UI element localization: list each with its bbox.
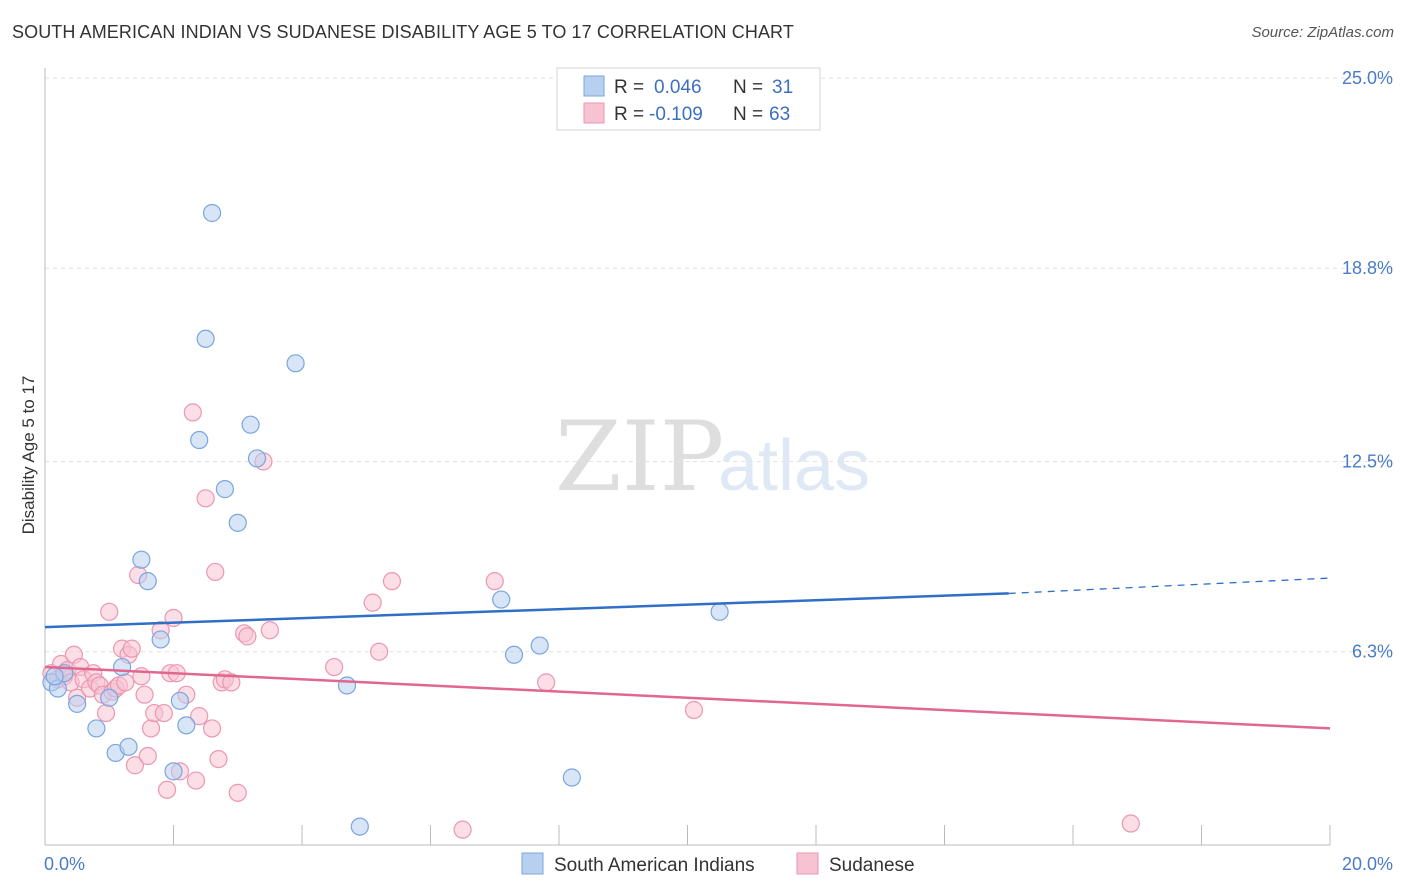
blue-point-29 <box>112 657 132 677</box>
blue-point-19 <box>241 415 260 434</box>
stats-legend: R = 0.046 N = 31 R = -0.109 N = 63 <box>556 67 821 131</box>
legend-r-label-pink: R = <box>614 104 644 125</box>
watermark-zip: ZIP <box>555 401 724 513</box>
x-tick-label-1: 20.0% <box>1342 854 1393 874</box>
blue-point-14 <box>190 430 209 450</box>
blue-point-24 <box>492 590 511 609</box>
pink-point-39 <box>183 403 202 422</box>
legend-r-label-blue: R = <box>614 77 644 98</box>
bottom-legend-swatch-pink <box>796 852 819 875</box>
trend-line-blue <box>44 592 1009 629</box>
pink-point-51 <box>238 627 257 646</box>
blue-point-11 <box>164 762 183 781</box>
legend-swatch-pink <box>583 102 605 124</box>
pink-point-15 <box>96 703 116 723</box>
blue-point-28 <box>710 602 729 621</box>
y-tick-label-3: 25.0% <box>1342 68 1393 88</box>
blue-point-30 <box>45 667 64 686</box>
blue-point-8 <box>132 550 151 569</box>
blue-point-7 <box>119 737 138 756</box>
source-label: Source: ZipAtlas.com <box>1251 24 1394 41</box>
y-tick-label-1: 12.5% <box>1342 452 1393 472</box>
pink-point-49 <box>228 783 247 802</box>
blue-point-5 <box>100 688 119 707</box>
trend-line-blue-extension <box>1008 577 1331 595</box>
legend-n-label-blue: N = <box>733 77 763 98</box>
pink-point-59 <box>485 572 504 591</box>
chart-title: SOUTH AMERICAN INDIAN VS SUDANESE DISABI… <box>12 22 794 42</box>
bottom-legend-label-pink: Sudanese <box>829 855 915 876</box>
pink-point-21 <box>116 673 135 692</box>
pink-point-62 <box>1121 814 1140 833</box>
blue-point-16 <box>202 203 222 223</box>
pink-point-58 <box>453 820 472 839</box>
legend-n-value-blue: 31 <box>772 77 793 98</box>
blue-point-21 <box>286 354 305 373</box>
y-axis-label: Disability Age 5 to 17 <box>19 376 38 535</box>
blue-point-13 <box>177 716 196 735</box>
blue-point-10 <box>151 630 170 649</box>
blue-point-25 <box>504 645 524 664</box>
y-tick-label-2: 18.8% <box>1342 258 1393 278</box>
pink-point-24 <box>125 756 145 775</box>
blue-point-17 <box>215 480 234 499</box>
pink-point-55 <box>363 593 382 612</box>
blue-point-23 <box>350 817 369 836</box>
pink-point-53 <box>260 621 279 640</box>
pink-point-44 <box>206 562 225 582</box>
blue-point-27 <box>562 768 581 787</box>
pink-point-40 <box>186 771 206 790</box>
pink-point-57 <box>382 572 402 591</box>
blue-point-22 <box>337 676 357 695</box>
legend-n-label-pink: N = <box>733 104 763 125</box>
legend-swatch-blue <box>583 75 605 97</box>
pink-point-45 <box>209 749 228 769</box>
pink-point-16 <box>100 602 119 621</box>
watermark-atlas: atlas <box>718 426 870 506</box>
pink-point-27 <box>135 685 154 704</box>
pink-point-33 <box>157 780 177 799</box>
x-tick-labels: 0.0% 20.0% <box>44 854 1393 874</box>
grid-lines <box>45 77 1392 653</box>
blue-point-3 <box>68 694 87 713</box>
pink-point-32 <box>154 703 173 723</box>
trend-lines <box>44 577 1331 730</box>
bottom-legend-label-blue: South American Indians <box>554 855 755 876</box>
blue-point-18 <box>228 513 247 532</box>
blue-point-4 <box>87 719 106 738</box>
x-tick-label-0: 0.0% <box>44 854 85 874</box>
south-american-indian-points <box>42 203 729 836</box>
bottom-legend-swatch-blue <box>521 852 544 875</box>
y-tick-label-0: 6.3% <box>1352 642 1393 662</box>
series-legend: South American Indians Sudanese <box>521 852 915 876</box>
pink-point-60 <box>537 673 556 692</box>
pink-point-43 <box>202 719 222 738</box>
axes <box>44 68 1331 846</box>
pink-point-42 <box>196 489 215 508</box>
pink-point-56 <box>370 642 389 661</box>
pink-point-48 <box>222 673 241 692</box>
y-tick-labels: 6.3% 12.5% 18.8% 25.0% <box>1342 68 1393 662</box>
pink-point-61 <box>684 700 704 720</box>
blue-point-12 <box>170 691 190 710</box>
blue-point-26 <box>530 636 549 655</box>
pink-point-41 <box>190 707 209 726</box>
legend-n-value-pink: 63 <box>769 104 790 125</box>
blue-point-15 <box>196 329 215 348</box>
blue-point-9 <box>138 572 157 591</box>
blue-point-20 <box>247 449 267 468</box>
trend-line-pink <box>44 665 1331 730</box>
legend-r-value-blue: 0.046 <box>654 77 702 98</box>
pink-point-23 <box>122 639 141 658</box>
pink-point-54 <box>325 657 344 677</box>
legend-r-value-pink: -0.109 <box>649 104 703 125</box>
pink-point-28 <box>138 746 157 766</box>
pink-point-29 <box>141 719 161 738</box>
